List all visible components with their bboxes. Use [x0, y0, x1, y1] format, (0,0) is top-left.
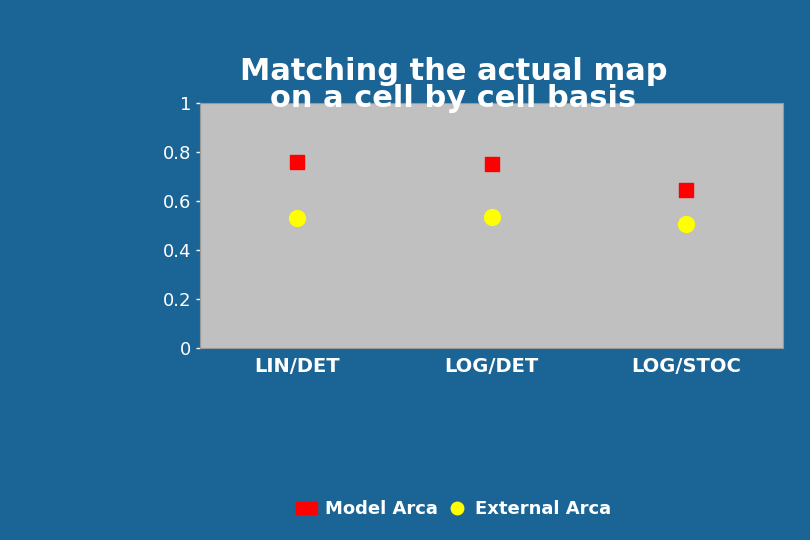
- Point: [485, 213, 498, 221]
- Legend: Model Arca, External Arca: Model Arca, External Arca: [288, 493, 619, 525]
- Point: [291, 157, 304, 166]
- Text: Matching the actual map: Matching the actual map: [240, 57, 667, 86]
- Text: on a cell by cell basis: on a cell by cell basis: [271, 84, 637, 113]
- Point: [485, 160, 498, 168]
- Point: [680, 220, 693, 228]
- Point: [680, 186, 693, 194]
- Point: [291, 214, 304, 222]
